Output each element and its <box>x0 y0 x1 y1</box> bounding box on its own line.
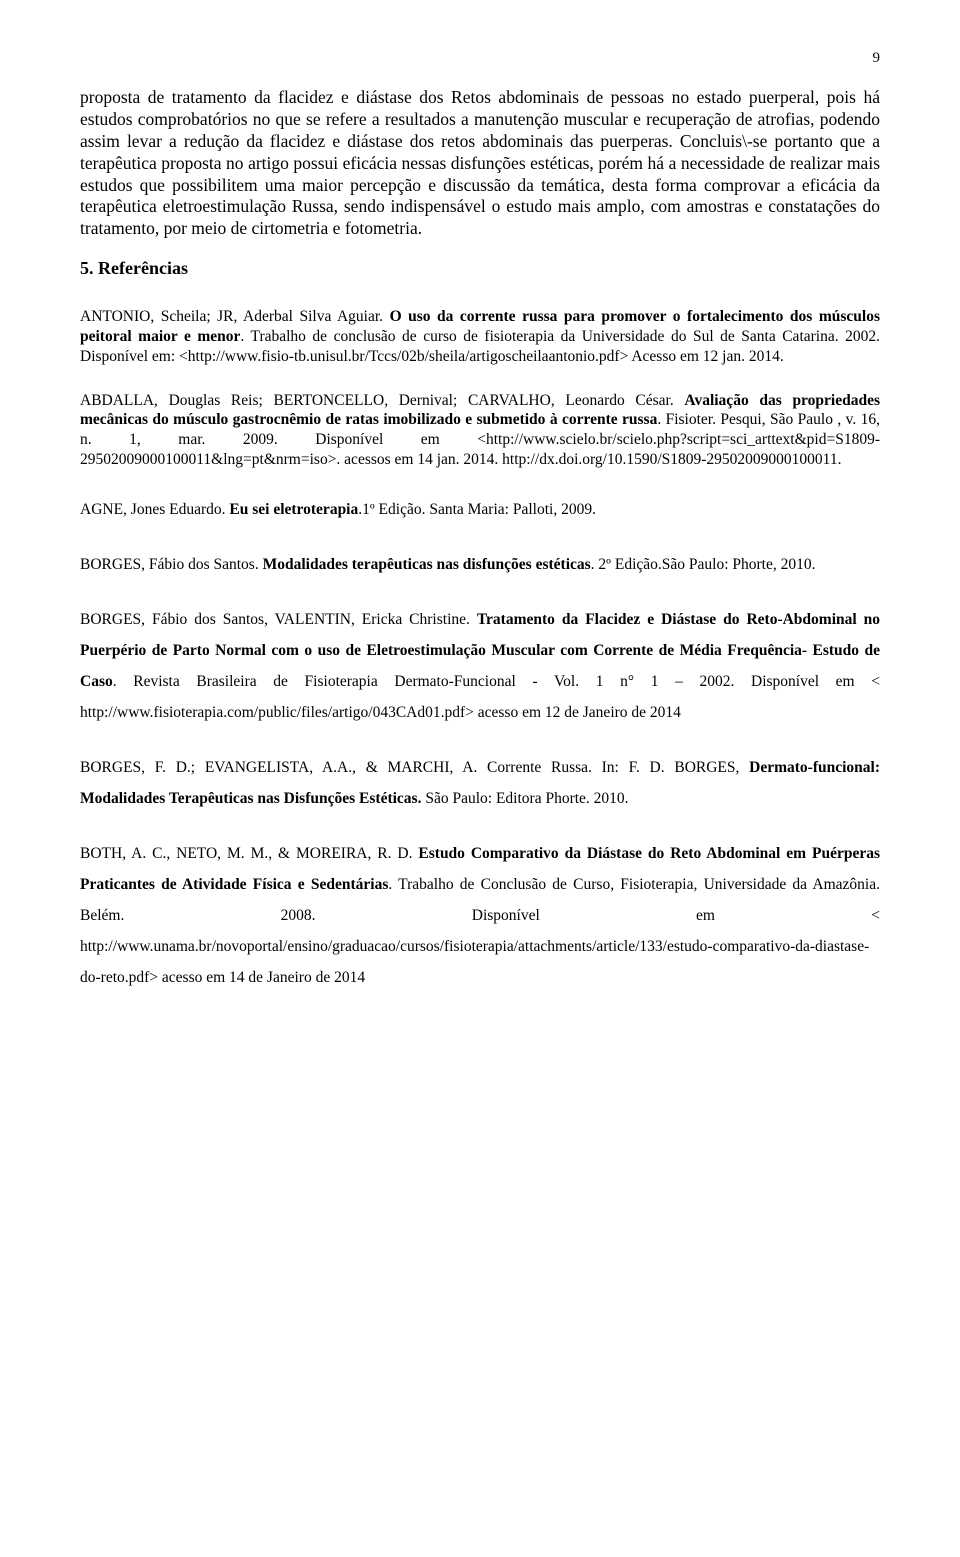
page-number: 9 <box>80 50 880 67</box>
reference-entry: BORGES, Fábio dos Santos. Modalidades te… <box>80 549 880 580</box>
ref-title: Modalidades terapêuticas nas disfunções … <box>263 556 591 573</box>
reference-entry: BORGES, F. D.; EVANGELISTA, A.A., & MARC… <box>80 752 880 814</box>
reference-entry: BORGES, Fábio dos Santos, VALENTIN, Eric… <box>80 604 880 728</box>
ref-text: BORGES, Fábio dos Santos. <box>80 556 263 573</box>
ref-text: ANTONIO, Scheila; JR, Aderbal Silva Agui… <box>80 308 390 325</box>
reference-entry: ANTONIO, Scheila; JR, Aderbal Silva Agui… <box>80 307 880 366</box>
ref-text: São Paulo: Editora Phorte. 2010. <box>421 790 628 807</box>
ref-text: BORGES, Fábio dos Santos, VALENTIN, Eric… <box>80 611 477 628</box>
reference-entry: BOTH, A. C., NETO, M. M., & MOREIRA, R. … <box>80 838 880 993</box>
ref-text: ABDALLA, Douglas Reis; BERTONCELLO, Dern… <box>80 392 684 409</box>
ref-title: Eu sei eletroterapia <box>229 501 358 518</box>
body-paragraph: proposta de tratamento da flacidez e diá… <box>80 87 880 240</box>
ref-text: .1º Edição. Santa Maria: Palloti, 2009. <box>358 501 596 518</box>
ref-text: BORGES, F. D.; EVANGELISTA, A.A., & MARC… <box>80 759 749 776</box>
ref-text: BOTH, A. C., NETO, M. M., & MOREIRA, R. … <box>80 845 418 862</box>
reference-entry: ABDALLA, Douglas Reis; BERTONCELLO, Dern… <box>80 391 880 470</box>
ref-text: . Revista Brasileira de Fisioterapia Der… <box>80 673 880 721</box>
ref-text: . 2º Edição.São Paulo: Phorte, 2010. <box>591 556 816 573</box>
reference-entry: AGNE, Jones Eduardo. Eu sei eletroterapi… <box>80 494 880 525</box>
ref-text: AGNE, Jones Eduardo. <box>80 501 229 518</box>
section-heading-references: 5. Referências <box>80 258 880 279</box>
